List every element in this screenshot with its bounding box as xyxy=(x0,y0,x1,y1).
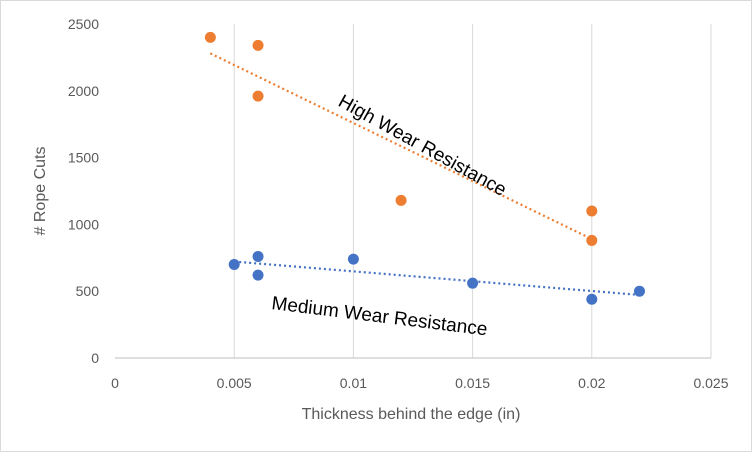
x-tick-label: 0.005 xyxy=(217,375,252,391)
x-tick-labels: 0 0.005 0.01 0.015 0.02 0.025 xyxy=(111,375,729,391)
data-point-series-1 xyxy=(204,31,216,43)
x-tick-label: 0.01 xyxy=(340,375,367,391)
data-point-series-2 xyxy=(228,258,240,270)
annotation-medium-wear: Medium Wear Resistance xyxy=(270,293,488,340)
y-tick-label: 500 xyxy=(76,283,100,299)
trendline-series-2 xyxy=(234,260,640,297)
y-tick-labels: 0 500 1000 1500 2000 2500 xyxy=(68,16,99,366)
data-point-series-2 xyxy=(347,253,359,265)
data-point-series-1 xyxy=(252,39,264,51)
trendline-series-1 xyxy=(209,52,593,241)
y-axis-title: # Rope Cuts xyxy=(32,147,49,236)
data-point-series-1 xyxy=(252,90,264,102)
y-tick-label: 0 xyxy=(91,350,99,366)
y-tick-label: 2500 xyxy=(68,16,99,32)
x-tick-label: 0 xyxy=(111,375,119,391)
data-point-series-1 xyxy=(586,205,598,217)
annotation-high-wear: High Wear Resistance xyxy=(335,91,510,201)
y-tick-label: 1000 xyxy=(68,216,99,232)
data-point-series-2 xyxy=(467,277,479,289)
data-points xyxy=(204,31,645,305)
y-tick-label: 2000 xyxy=(68,83,99,99)
x-axis-title: Thickness behind the edge (in) xyxy=(302,406,521,423)
data-point-series-2 xyxy=(633,285,645,297)
data-point-series-1 xyxy=(586,234,598,246)
x-tick-label: 0.015 xyxy=(455,375,490,391)
data-point-series-1 xyxy=(395,194,407,206)
x-tick-label: 0.02 xyxy=(578,375,605,391)
data-point-series-2 xyxy=(586,293,598,305)
x-tick-label: 0.025 xyxy=(693,375,728,391)
trendlines xyxy=(209,52,640,297)
data-point-series-2 xyxy=(252,250,264,262)
data-point-series-2 xyxy=(252,269,264,281)
y-tick-label: 1500 xyxy=(68,150,99,166)
